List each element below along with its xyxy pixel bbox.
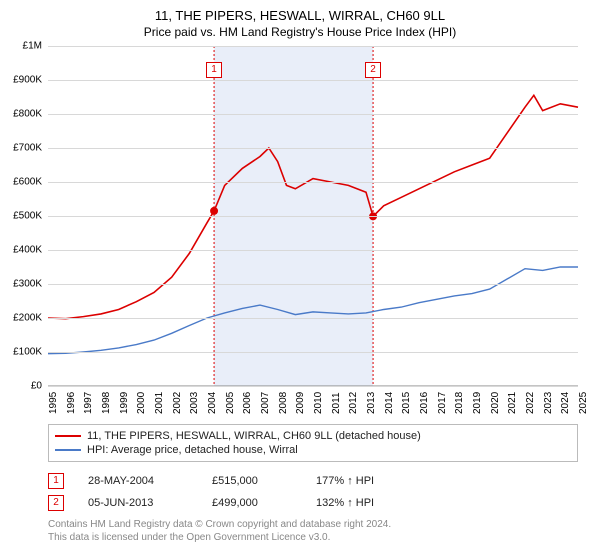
event-marker-icon: 2 xyxy=(48,495,64,511)
x-tick-label: 2010 xyxy=(313,392,324,414)
y-tick-label: £500K xyxy=(13,211,42,222)
legend-item: HPI: Average price, detached house, Wirr… xyxy=(55,443,571,457)
event-pct: 177% ↑ HPI xyxy=(316,475,406,487)
y-tick-label: £1M xyxy=(23,41,42,52)
chart-marker-2: 2 xyxy=(365,62,381,78)
y-tick-label: £300K xyxy=(13,279,42,290)
x-tick-label: 2011 xyxy=(331,392,342,414)
footer-line1: Contains HM Land Registry data © Crown c… xyxy=(48,518,578,531)
chart-container: 11, THE PIPERS, HESWALL, WIRRAL, CH60 9L… xyxy=(0,0,600,560)
events-table: 1 28-MAY-2004 £515,000 177% ↑ HPI 2 05-JUN-20… xyxy=(48,470,578,514)
x-tick-label: 1998 xyxy=(101,392,112,414)
x-tick-label: 2014 xyxy=(384,392,395,414)
gridline xyxy=(48,318,578,319)
footer-line2: This data is licensed under the Open Gov… xyxy=(48,531,578,544)
x-tick-label: 2000 xyxy=(136,392,147,414)
x-tick-label: 2005 xyxy=(225,392,236,414)
x-tick-label: 2024 xyxy=(560,392,571,414)
legend-label: HPI: Average price, detached house, Wirr… xyxy=(87,444,298,456)
gridline xyxy=(48,46,578,47)
event-date: 28-MAY-2004 xyxy=(88,475,188,487)
event-row: 2 05-JUN-2013 £499,000 132% ↑ HPI xyxy=(48,492,578,514)
gridline xyxy=(48,386,578,387)
gridline xyxy=(48,148,578,149)
legend-item: 11, THE PIPERS, HESWALL, WIRRAL, CH60 9L… xyxy=(55,429,571,443)
y-tick-label: £400K xyxy=(13,245,42,256)
x-tick-label: 2002 xyxy=(172,392,183,414)
x-tick-label: 1995 xyxy=(48,392,59,414)
x-tick-label: 2003 xyxy=(189,392,200,414)
x-tick-label: 2023 xyxy=(543,392,554,414)
y-tick-label: £100K xyxy=(13,347,42,358)
event-pct: 132% ↑ HPI xyxy=(316,497,406,509)
x-tick-label: 2020 xyxy=(490,392,501,414)
x-tick-label: 1996 xyxy=(66,392,77,414)
x-tick-label: 2021 xyxy=(507,392,518,414)
x-tick-label: 2012 xyxy=(348,392,359,414)
chart-plot-area: £0£100K£200K£300K£400K£500K£600K£700K£80… xyxy=(48,46,578,386)
chart-title: 11, THE PIPERS, HESWALL, WIRRAL, CH60 9L… xyxy=(0,0,600,23)
gridline xyxy=(48,352,578,353)
y-tick-label: £900K xyxy=(13,75,42,86)
x-tick-label: 1999 xyxy=(119,392,130,414)
y-tick-label: £0 xyxy=(31,381,42,392)
gridline xyxy=(48,182,578,183)
gridline xyxy=(48,250,578,251)
footer-text: Contains HM Land Registry data © Crown c… xyxy=(48,518,578,544)
legend-label: 11, THE PIPERS, HESWALL, WIRRAL, CH60 9L… xyxy=(87,430,421,442)
x-tick-label: 2015 xyxy=(401,392,412,414)
y-tick-label: £700K xyxy=(13,143,42,154)
x-tick-label: 2006 xyxy=(242,392,253,414)
gridline xyxy=(48,114,578,115)
x-tick-label: 2007 xyxy=(260,392,271,414)
legend-swatch xyxy=(55,435,81,437)
gridline xyxy=(48,80,578,81)
event-marker-icon: 1 xyxy=(48,473,64,489)
gridline xyxy=(48,216,578,217)
event-price: £515,000 xyxy=(212,475,292,487)
y-tick-label: £600K xyxy=(13,177,42,188)
y-tick-label: £200K xyxy=(13,313,42,324)
x-tick-label: 2004 xyxy=(207,392,218,414)
y-tick-label: £800K xyxy=(13,109,42,120)
x-tick-label: 2019 xyxy=(472,392,483,414)
x-tick-label: 2022 xyxy=(525,392,536,414)
x-tick-label: 2009 xyxy=(295,392,306,414)
event-row: 1 28-MAY-2004 £515,000 177% ↑ HPI xyxy=(48,470,578,492)
x-tick-label: 1997 xyxy=(83,392,94,414)
x-tick-label: 2017 xyxy=(437,392,448,414)
x-tick-label: 2001 xyxy=(154,392,165,414)
chart-subtitle: Price paid vs. HM Land Registry's House … xyxy=(0,23,600,39)
legend-box: 11, THE PIPERS, HESWALL, WIRRAL, CH60 9L… xyxy=(48,424,578,462)
x-tick-label: 2008 xyxy=(278,392,289,414)
x-tick-label: 2013 xyxy=(366,392,377,414)
event-date: 05-JUN-2013 xyxy=(88,497,188,509)
gridline xyxy=(48,284,578,285)
x-tick-label: 2018 xyxy=(454,392,465,414)
event-price: £499,000 xyxy=(212,497,292,509)
legend-swatch xyxy=(55,449,81,451)
chart-marker-1: 1 xyxy=(206,62,222,78)
x-tick-label: 2016 xyxy=(419,392,430,414)
x-tick-label: 2025 xyxy=(578,392,589,414)
